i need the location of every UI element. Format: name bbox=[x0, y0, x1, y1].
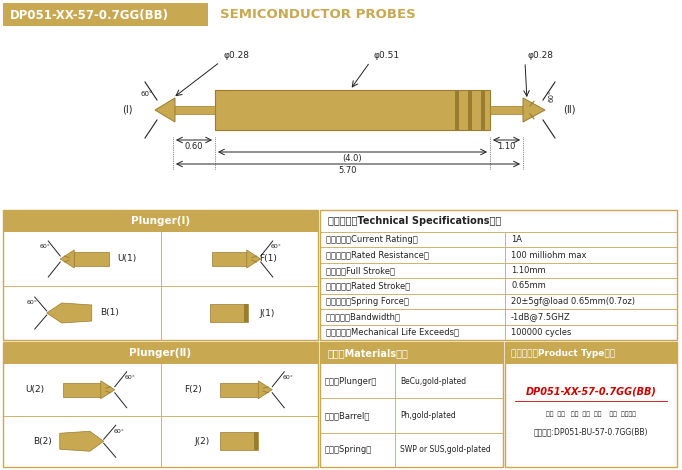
Text: (4.0): (4.0) bbox=[342, 154, 362, 163]
Text: SWP or SUS,gold-plated: SWP or SUS,gold-plated bbox=[400, 446, 491, 454]
Text: (Ⅰ): (Ⅰ) bbox=[122, 105, 132, 115]
Bar bbox=[490, 106, 523, 114]
Text: 额定电流（Current Rating）: 额定电流（Current Rating） bbox=[326, 235, 418, 244]
Polygon shape bbox=[101, 381, 115, 399]
Text: 额定行程（Rated Stroke）: 额定行程（Rated Stroke） bbox=[326, 282, 411, 290]
Bar bbox=[320, 342, 503, 467]
Text: J(1): J(1) bbox=[259, 308, 275, 318]
Bar bbox=[173, 106, 215, 114]
Text: 满行程（Full Stroke）: 满行程（Full Stroke） bbox=[326, 266, 395, 275]
Text: 额定电阴（Rated Resistance）: 额定电阴（Rated Resistance） bbox=[326, 251, 429, 259]
Text: 0.60: 0.60 bbox=[185, 142, 203, 151]
Text: 100 milliohm max: 100 milliohm max bbox=[511, 251, 587, 259]
Text: 频率带宽（Bandwidth）: 频率带宽（Bandwidth） bbox=[326, 313, 401, 321]
Bar bbox=[63, 383, 101, 397]
Text: 5.70: 5.70 bbox=[339, 166, 357, 175]
Text: Plunger(Ⅰ): Plunger(Ⅰ) bbox=[131, 216, 190, 226]
Text: 60°: 60° bbox=[125, 375, 136, 380]
Polygon shape bbox=[523, 98, 545, 122]
Text: 成品型号（Product Type）：: 成品型号（Product Type）： bbox=[511, 348, 615, 358]
Bar bbox=[481, 90, 485, 130]
Bar bbox=[220, 383, 258, 397]
Bar bbox=[210, 304, 248, 322]
Text: U(1): U(1) bbox=[117, 254, 136, 264]
Text: φ0.28: φ0.28 bbox=[223, 51, 249, 60]
Bar bbox=[468, 90, 472, 130]
Text: 技术要求（Technical Specifications）：: 技术要求（Technical Specifications）： bbox=[328, 216, 501, 226]
Text: BeCu,gold-plated: BeCu,gold-plated bbox=[400, 376, 466, 386]
Bar bbox=[74, 252, 109, 266]
Text: 系列  规格   头型  总长  弹力    镖金  针头材质: 系列 规格 头型 总长 弹力 镖金 针头材质 bbox=[546, 411, 636, 417]
Text: 0.65mm: 0.65mm bbox=[511, 282, 546, 290]
Text: 60°: 60° bbox=[140, 91, 153, 97]
Text: 60°: 60° bbox=[40, 244, 50, 250]
Text: φ0.51: φ0.51 bbox=[373, 51, 399, 60]
Text: B(1): B(1) bbox=[100, 308, 119, 318]
Bar bbox=[3, 342, 318, 364]
Bar bbox=[455, 90, 459, 130]
Text: DP051-XX-57-0.7GG(BB): DP051-XX-57-0.7GG(BB) bbox=[526, 387, 657, 397]
Bar bbox=[3, 342, 318, 467]
Text: (Ⅱ): (Ⅱ) bbox=[563, 105, 575, 115]
Text: 100000 cycles: 100000 cycles bbox=[511, 328, 572, 337]
Text: SEMICONDUCTOR PROBES: SEMICONDUCTOR PROBES bbox=[220, 8, 416, 22]
Text: 针头（Plunger）: 针头（Plunger） bbox=[325, 376, 377, 386]
Polygon shape bbox=[60, 250, 74, 268]
Text: 60°: 60° bbox=[548, 90, 554, 102]
Text: 1.10: 1.10 bbox=[497, 142, 516, 151]
Text: 60°: 60° bbox=[282, 375, 293, 380]
Text: -1dB@7.5GHZ: -1dB@7.5GHZ bbox=[511, 313, 571, 321]
Text: 60°: 60° bbox=[271, 244, 282, 250]
Bar bbox=[244, 304, 248, 322]
Bar bbox=[320, 210, 677, 340]
Text: 20±5gf@load 0.65mm(0.7oz): 20±5gf@load 0.65mm(0.7oz) bbox=[511, 297, 635, 306]
Text: 弹簧（Spring）: 弹簧（Spring） bbox=[325, 446, 372, 454]
Text: 60°: 60° bbox=[27, 300, 38, 306]
Bar bbox=[215, 90, 490, 130]
Bar bbox=[505, 342, 677, 467]
Text: 1.10mm: 1.10mm bbox=[511, 266, 546, 275]
Bar bbox=[3, 3, 208, 26]
Polygon shape bbox=[60, 431, 104, 451]
Text: Ph,gold-plated: Ph,gold-plated bbox=[400, 411, 456, 420]
Bar bbox=[211, 252, 247, 266]
Text: 材质（Materials）：: 材质（Materials）： bbox=[328, 348, 409, 358]
Polygon shape bbox=[47, 303, 92, 323]
Polygon shape bbox=[247, 250, 261, 268]
Text: J(2): J(2) bbox=[194, 437, 209, 446]
Polygon shape bbox=[155, 98, 175, 122]
Bar bbox=[505, 342, 677, 364]
Text: 1A: 1A bbox=[511, 235, 522, 244]
Bar bbox=[254, 432, 258, 450]
Text: 订购举例:DP051-BU-57-0.7GG(BB): 订购举例:DP051-BU-57-0.7GG(BB) bbox=[534, 428, 649, 437]
Text: F(1): F(1) bbox=[259, 254, 277, 264]
Text: 测试寿命（Mechanical Life Exceeds）: 测试寿命（Mechanical Life Exceeds） bbox=[326, 328, 459, 337]
Bar bbox=[220, 432, 258, 450]
Text: 60°: 60° bbox=[114, 429, 125, 434]
Text: DP051-XX-57-0.7GG(BB): DP051-XX-57-0.7GG(BB) bbox=[10, 8, 169, 22]
Bar bbox=[3, 210, 318, 232]
Polygon shape bbox=[258, 381, 272, 399]
Text: φ0.28: φ0.28 bbox=[528, 51, 554, 60]
Bar bbox=[3, 210, 318, 340]
Text: 额定弹力（Spring Force）: 额定弹力（Spring Force） bbox=[326, 297, 409, 306]
Text: Plunger(Ⅱ): Plunger(Ⅱ) bbox=[130, 348, 192, 358]
Bar bbox=[320, 342, 503, 364]
Text: 针管（Barrel）: 针管（Barrel） bbox=[325, 411, 370, 420]
Text: F(2): F(2) bbox=[185, 385, 203, 394]
Text: B(2): B(2) bbox=[33, 437, 52, 446]
Text: U(2): U(2) bbox=[26, 385, 45, 394]
